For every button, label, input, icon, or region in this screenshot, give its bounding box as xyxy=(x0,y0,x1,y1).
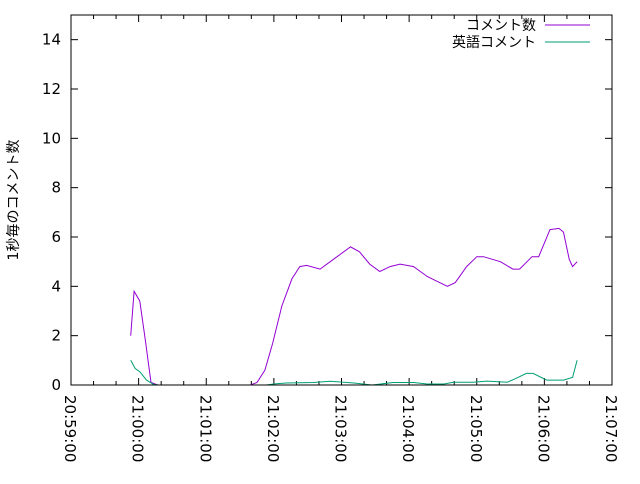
y-tick-label: 10 xyxy=(42,129,61,147)
legend-label: 英語コメント xyxy=(452,34,536,51)
x-tick-label: 21:01:00 xyxy=(196,395,214,462)
y-tick-label: 14 xyxy=(42,31,61,49)
x-tick-label: 21:05:00 xyxy=(467,395,485,462)
x-tick-label: 21:02:00 xyxy=(264,395,282,462)
y-tick-label: 12 xyxy=(42,80,61,98)
x-tick-label: 20:59:00 xyxy=(61,395,79,462)
x-tick-label: 21:00:00 xyxy=(129,395,147,462)
y-tick-label: 4 xyxy=(51,277,61,295)
axis-ticks: 0 2 4 6 8 10 12 14 20:59:00 21:00:00 21:01:00 21:02… xyxy=(42,15,620,462)
x-tick-label: 21:06:00 xyxy=(534,395,552,462)
series-lines xyxy=(130,227,578,386)
series-line-1 xyxy=(130,227,578,386)
y-axis-label: 1秒毎のコメント数 xyxy=(6,140,22,261)
x-tick-label: 21:03:00 xyxy=(332,395,350,462)
y-tick-label: 8 xyxy=(51,179,61,197)
x-tick-label: 21:07:00 xyxy=(602,395,620,462)
x-tick-label: 21:04:00 xyxy=(399,395,417,462)
legend-label: コメント数 xyxy=(466,18,536,34)
y-tick-label: 6 xyxy=(51,228,61,246)
y-tick-label: 2 xyxy=(51,327,61,345)
y-tick-label: 0 xyxy=(51,376,61,394)
series-line-2 xyxy=(130,360,578,386)
plot-border xyxy=(70,14,613,386)
